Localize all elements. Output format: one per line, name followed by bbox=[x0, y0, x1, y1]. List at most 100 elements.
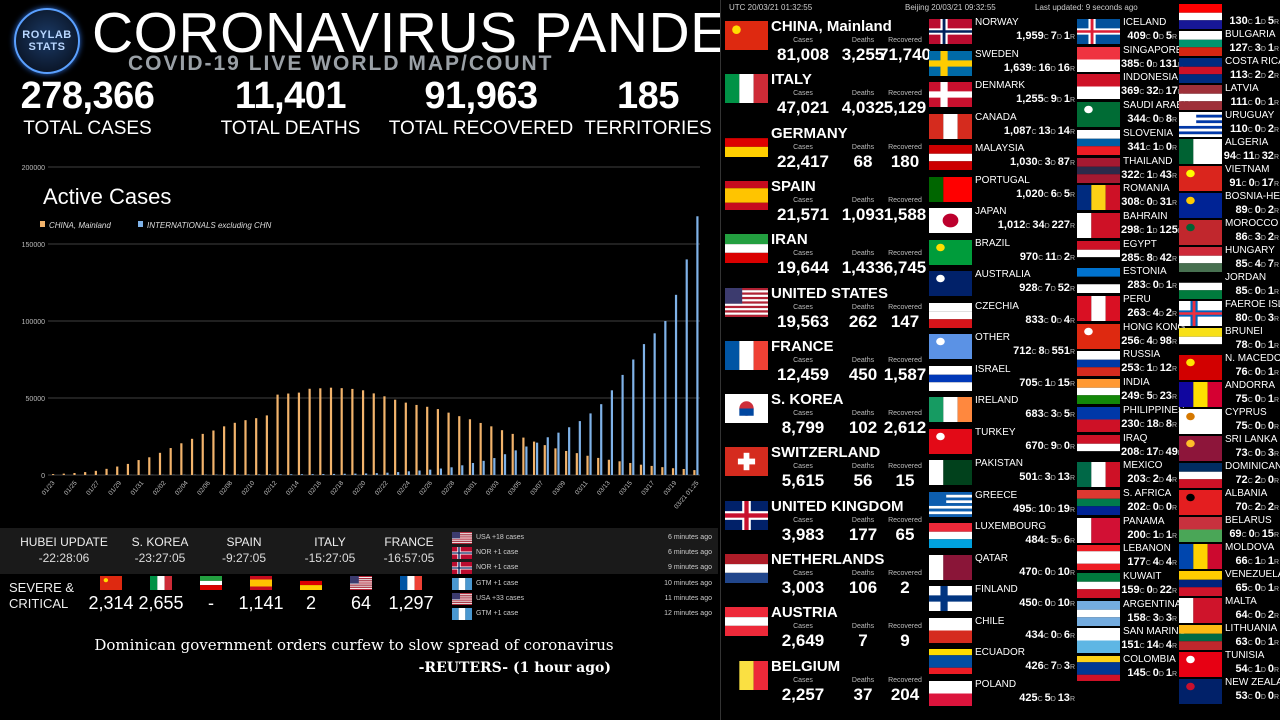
value-r: 551 bbox=[1051, 345, 1070, 357]
value-c: 484 bbox=[1025, 534, 1044, 546]
value-r: 1 bbox=[1267, 96, 1274, 108]
country-name: NEW ZEALAND bbox=[1225, 677, 1280, 688]
country-row: OTHER 712C 8D 551R bbox=[929, 332, 1075, 363]
si-flag-icon bbox=[1077, 129, 1120, 155]
cn-flag-icon bbox=[100, 576, 122, 590]
unit-r: R bbox=[1273, 262, 1279, 269]
unit-r: R bbox=[1069, 664, 1075, 671]
unit-d: D bbox=[1260, 208, 1268, 215]
value-c: 80 bbox=[1235, 312, 1248, 324]
country-values: 73C 0D 3R bbox=[1223, 447, 1279, 461]
cn-flag-icon bbox=[725, 21, 768, 50]
value-d: 0 bbox=[1254, 339, 1261, 351]
value-c: 501 bbox=[1019, 471, 1038, 483]
value-c: 145 bbox=[1127, 667, 1146, 680]
country-row: BRAZIL 970C 11D 2R bbox=[929, 238, 1075, 269]
unit-c: C bbox=[1236, 154, 1244, 161]
country-name: AUSTRIA bbox=[771, 604, 838, 622]
country-values: 130C 1D 5R bbox=[1223, 15, 1279, 29]
bar-international bbox=[354, 473, 357, 475]
unit-r: R bbox=[1069, 475, 1075, 482]
lk-flag-icon bbox=[1179, 436, 1222, 461]
unit-c: C bbox=[1031, 128, 1039, 136]
bar-international bbox=[578, 421, 581, 475]
feed-time: 10 minutes ago bbox=[664, 579, 712, 587]
deaths-label: Deaths bbox=[851, 410, 875, 418]
cases-label: Cases bbox=[793, 90, 813, 98]
value-c: 263 bbox=[1127, 307, 1146, 319]
bar-international bbox=[290, 474, 293, 475]
value-c: 409 bbox=[1127, 30, 1146, 42]
country-row-big: ITALY Cases 47,021 Deaths 4,032 Recovered 5,12… bbox=[723, 70, 927, 123]
unit-d: D bbox=[1260, 505, 1268, 512]
value-d: 0 bbox=[1254, 204, 1261, 216]
bar-china bbox=[618, 461, 621, 475]
unit-r: R bbox=[1171, 394, 1177, 402]
country-values: 970C 11D 2R bbox=[973, 251, 1075, 265]
be-flag-icon bbox=[725, 660, 768, 690]
unit-c: C bbox=[1031, 65, 1039, 73]
unit-d: D bbox=[1050, 569, 1058, 577]
feed-text: NOR +1 case bbox=[476, 564, 519, 572]
unit-r: R bbox=[1273, 451, 1279, 458]
country-row: VENEZUELA 65C 0D 1R bbox=[1179, 569, 1280, 600]
country-values: 80C 0D 3R bbox=[1223, 312, 1279, 326]
country-name: VENEZUELA bbox=[1225, 569, 1280, 580]
country-row: N. MACEDONIA 76C 0D 1R bbox=[1179, 353, 1280, 384]
cases-label: Cases bbox=[793, 143, 813, 151]
unit-c: C bbox=[1031, 506, 1039, 514]
country-name: S. KOREA bbox=[771, 391, 844, 409]
unit-r: R bbox=[1069, 601, 1075, 608]
value-r: 0 bbox=[1063, 439, 1070, 452]
value-d: 11 bbox=[1045, 250, 1057, 263]
deaths-label: Deaths bbox=[851, 356, 875, 364]
update-france-time: -16:57:05 bbox=[383, 551, 435, 565]
update-korea: S. KOREA -23:27:05 bbox=[118, 534, 202, 566]
unit-d: D bbox=[1158, 532, 1166, 540]
update-spain-time: -9:27:05 bbox=[221, 551, 267, 565]
severe-label-line2: CRITICAL bbox=[9, 596, 69, 611]
bar-china bbox=[137, 460, 140, 475]
unit-d: D bbox=[1152, 255, 1160, 263]
x-tick-label: 02/24 bbox=[396, 480, 412, 497]
value-d: 13 bbox=[1038, 124, 1051, 137]
value-c: 470 bbox=[1019, 565, 1038, 578]
bar-international bbox=[450, 467, 453, 475]
total-cases-value: 278,366 bbox=[20, 75, 155, 117]
territories-label: TERRITORIES bbox=[584, 118, 712, 139]
territories-stat: 185 TERRITORIES bbox=[582, 74, 714, 140]
unit-r: R bbox=[1273, 505, 1279, 512]
cases-label: Cases bbox=[793, 570, 813, 577]
ad-flag-icon bbox=[1179, 382, 1222, 407]
country-values: 833C 0D 4R bbox=[973, 314, 1075, 328]
country-name: INDIA bbox=[1123, 377, 1150, 389]
unit-r: R bbox=[1069, 160, 1075, 167]
country-values: 308C 0D 31R bbox=[1121, 196, 1177, 210]
unit-d: D bbox=[1152, 172, 1160, 180]
value-r: 125 bbox=[1159, 223, 1178, 236]
bar-international bbox=[407, 471, 410, 475]
country-name: FRANCE bbox=[771, 337, 834, 355]
bar-china bbox=[255, 418, 258, 475]
country-name: N. MACEDONIA bbox=[1225, 353, 1280, 364]
unit-r: R bbox=[1069, 632, 1075, 640]
bar-china bbox=[158, 452, 162, 475]
country-values: 64C 0D 2R bbox=[1223, 609, 1279, 623]
value-d: 0 bbox=[1146, 584, 1153, 596]
ph-flag-icon bbox=[1077, 406, 1120, 432]
country-row: SLOVENIA 341C 1D 0R bbox=[1077, 128, 1177, 159]
unit-r: R bbox=[1069, 128, 1075, 136]
unit-c: C bbox=[1043, 412, 1051, 419]
country-values: 111C 0D 1R bbox=[1223, 96, 1279, 110]
feed-time: 11 minutes ago bbox=[664, 594, 712, 602]
country-row: FINLAND 450C 0D 10R bbox=[929, 584, 1075, 615]
no-flag-icon bbox=[929, 19, 972, 44]
value-r: 4 bbox=[1165, 639, 1172, 652]
country-name: ARGENTINA bbox=[1123, 598, 1182, 610]
unit-d: D bbox=[1158, 34, 1166, 41]
value-c: 1,020 bbox=[1016, 187, 1044, 200]
us-flag-icon bbox=[452, 532, 472, 544]
country-name: ITALY bbox=[771, 71, 812, 89]
unit-d: D bbox=[1158, 615, 1166, 623]
country-values: 76C 0D 1R bbox=[1223, 366, 1279, 380]
